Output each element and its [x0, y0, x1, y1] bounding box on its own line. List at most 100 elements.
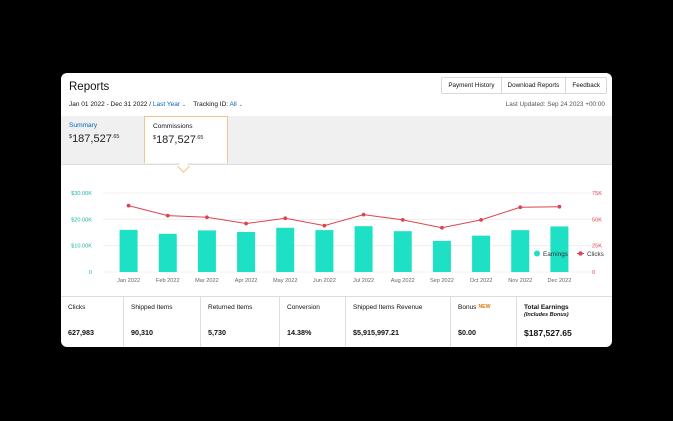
tab-commissions-label: Commissions: [153, 123, 193, 130]
chevron-down-icon: ⌄: [181, 102, 187, 108]
legend-clicks-swatch: [578, 251, 583, 256]
stat-label: Shipped Items Revenue: [353, 304, 423, 311]
earnings-bar: [472, 235, 491, 272]
stat-label: Clicks: [68, 304, 86, 311]
stats-row: Clicks 627,983 Shipped Items 90,310 Retu…: [61, 296, 612, 347]
earnings-bar: [550, 226, 569, 272]
earnings-bar: [237, 231, 256, 272]
tracking-id-value: All: [229, 101, 237, 108]
y-right-tick-label: 50K: [592, 217, 602, 223]
filter-bar: Jan 01 2022 - Dec 31 2022 / Last Year ⌄ T…: [69, 101, 243, 108]
tab-commissions[interactable]: Commissions $187,527.65: [144, 116, 228, 163]
stat-label: Conversion: [287, 304, 320, 311]
clicks-point: [205, 215, 209, 220]
stat-value: $187,527.65: [524, 328, 572, 338]
earnings-bar: [197, 230, 216, 272]
chart-labels: $30.00K $20.00K $10.00K 0 75K 50K 25K 0 Jan 2022…: [71, 191, 602, 284]
x-tick-label: May 2022: [273, 278, 298, 284]
y-left-tick-label: $10.00K: [71, 244, 92, 250]
clicks-point: [518, 205, 523, 210]
legend-earnings-swatch: [534, 250, 540, 257]
earnings-clicks-chart: $30.00K $20.00K $10.00K 0 75K 50K 25K 0 Jan 2022…: [71, 191, 604, 284]
stat-clicks: Clicks 627,983: [61, 297, 124, 347]
commissions-currency: $: [153, 135, 157, 141]
commissions-cents: .65: [195, 135, 204, 141]
stat-value: 14.38%: [287, 328, 312, 337]
stat-value: 5,730: [208, 328, 226, 337]
commissions-amount-value: 187,527: [156, 134, 196, 146]
summary-currency: $: [69, 134, 73, 140]
x-tick-label: Sep 2022: [430, 278, 454, 284]
new-badge: NEW: [478, 304, 491, 310]
clicks-line: [126, 203, 562, 230]
stat-returned-items: Returned Items 5,730: [201, 297, 280, 347]
period-label: Last Year: [152, 101, 180, 108]
x-tick-label: Mar 2022: [195, 278, 219, 284]
total-earnings-label: Total Earnings: [524, 304, 569, 311]
page-title: Reports: [69, 81, 110, 93]
x-tick-label: Jul 2022: [353, 278, 374, 284]
clicks-point: [400, 217, 405, 222]
summary-amount: $187,527.65: [69, 133, 119, 145]
clicks-point: [440, 225, 444, 230]
clicks-line-path: [128, 205, 560, 229]
stat-value: 627,983: [68, 328, 94, 337]
x-tick-label: Dec 2022: [547, 278, 571, 284]
y-right-tick-label: 75K: [592, 191, 602, 197]
stat-value: $0.00: [458, 328, 476, 337]
summary-band: Summary $187,527.65 Commissions $187,527…: [61, 116, 612, 165]
commissions-amount: $187,527.65: [153, 134, 203, 146]
stat-label: Total Earnings (Includes Bonus): [524, 304, 612, 318]
date-separator: /: [149, 101, 152, 108]
stat-conversion: Conversion 14.38%: [280, 297, 346, 347]
period-dropdown[interactable]: Last Year ⌄: [153, 101, 186, 108]
stat-label: Shipped Items: [131, 304, 173, 311]
stat-total-earnings: Total Earnings (Includes Bonus) $187,527.…: [517, 297, 612, 347]
clicks-point: [244, 221, 248, 226]
stat-label: Bonus NEW: [458, 304, 516, 311]
earnings-bars: [119, 226, 569, 272]
clicks-point: [126, 203, 131, 208]
clicks-point: [165, 213, 170, 218]
tracking-id-label: Tracking ID:: [193, 101, 229, 108]
stat-bonus: Bonus NEW $0.00: [451, 297, 517, 347]
tab-summary-label: Summary: [69, 122, 98, 129]
chart-legend: Earnings Clicks: [534, 250, 604, 258]
earnings-bar: [354, 226, 373, 272]
stat-shipped-items-revenue: Shipped Items Revenue $5,915,997.21: [346, 297, 451, 347]
stat-value: 90,310: [131, 328, 153, 337]
header-button-group: Payment History Download Reports Feedbac…: [441, 77, 607, 94]
stat-label: Returned Items: [208, 304, 253, 311]
earnings-bar: [511, 230, 530, 272]
payment-history-button[interactable]: Payment History: [441, 77, 502, 94]
clicks-point: [322, 223, 327, 228]
stat-value: $5,915,997.21: [353, 328, 399, 337]
feedback-button[interactable]: Feedback: [565, 77, 607, 94]
download-reports-button[interactable]: Download Reports: [500, 77, 567, 94]
tracking-id-dropdown[interactable]: All ⌄: [230, 101, 243, 108]
clicks-point: [361, 212, 366, 217]
x-tick-label: Apr 2022: [235, 278, 258, 284]
x-tick-label: Jun 2022: [313, 278, 336, 284]
clicks-point: [479, 217, 483, 222]
earnings-bar: [393, 231, 412, 272]
clicks-point: [557, 204, 562, 209]
date-range: Jan 01 2022 - Dec 31 2022: [69, 101, 148, 108]
x-tick-label: Jan 2022: [117, 278, 140, 284]
y-left-tick-label: $20.00K: [71, 217, 92, 223]
y-right-tick-label: 25K: [592, 244, 602, 250]
y-left-tick-label: 0: [89, 270, 92, 276]
summary-cents: .65: [111, 134, 120, 140]
y-left-tick-label: $30.00K: [71, 191, 92, 197]
earnings-bar: [276, 227, 295, 272]
x-tick-label: Nov 2022: [508, 278, 532, 284]
tab-summary[interactable]: Summary $187,527.65: [69, 122, 119, 170]
x-tick-label: Feb 2022: [156, 278, 180, 284]
x-tick-label: Oct 2022: [470, 278, 493, 284]
x-tick-label: Aug 2022: [391, 278, 415, 284]
earnings-bar: [119, 229, 138, 272]
earnings-bar: [315, 230, 334, 272]
total-earnings-sublabel: (Includes Bonus): [524, 312, 569, 318]
legend-earnings-label: Earnings: [543, 251, 568, 258]
stat-shipped-items: Shipped Items 90,310: [124, 297, 201, 347]
